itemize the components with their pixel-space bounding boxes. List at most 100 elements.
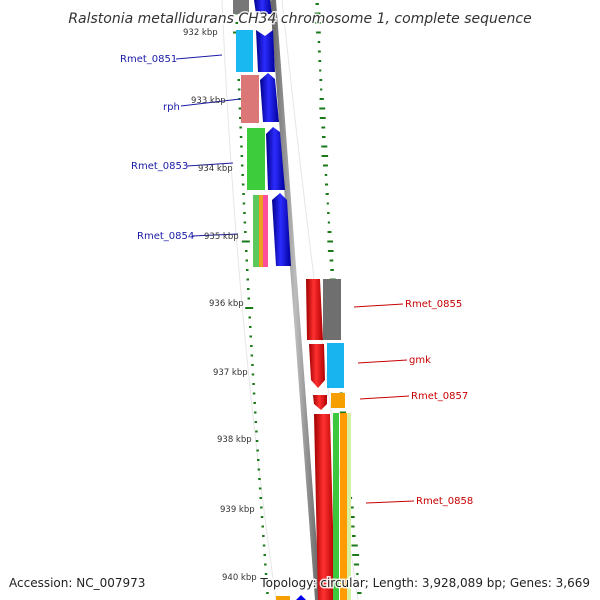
- gc-skew-tick: [241, 164, 244, 167]
- cds-arrows-right: [306, 279, 335, 600]
- gc-skew-tick: [262, 535, 265, 537]
- gc-skew-tick: [263, 554, 266, 556]
- accession-text: Accession: NC_007973: [9, 576, 145, 590]
- gc-skew-tick: [240, 155, 244, 157]
- kbp-label: 932 kbp: [183, 28, 218, 38]
- gc-skew-tick: [325, 183, 329, 186]
- gc-skew-tick: [258, 487, 262, 490]
- gc-skew-tick: [239, 126, 242, 129]
- gc-skew-tick: [240, 145, 243, 148]
- gc-skew-tick: [323, 164, 328, 167]
- gc-skew-tick: [351, 535, 356, 537]
- gc-skew-tick: [238, 107, 242, 110]
- gc-skew-tick: [245, 259, 248, 262]
- gc-skew-tick: [254, 421, 258, 423]
- gc-skew-tick: [252, 383, 255, 385]
- gc-skew-tick: [250, 345, 253, 347]
- gc-skew-tick: [242, 202, 246, 205]
- gene-labels-right: Rmet_0855 gmk Rmet_0857 Rmet_0858: [405, 299, 473, 507]
- gc-skew-tick: [241, 174, 244, 176]
- kbp-label: 934 kbp: [198, 164, 233, 174]
- cds-arrow-blue: [266, 127, 285, 190]
- gene-label[interactable]: rph: [163, 102, 180, 113]
- gc-skew-tick: [325, 193, 329, 195]
- map-title: Ralstonia metallidurans CH34 chromosome …: [68, 11, 531, 27]
- chromosome-backbone: [270, 0, 321, 600]
- kbp-label: 936 kbp: [209, 299, 244, 309]
- gc-skew-tick: [241, 183, 245, 186]
- gc-skew-tick: [319, 107, 326, 110]
- gene-label[interactable]: Rmet_0857: [411, 391, 468, 402]
- feature-block-green-thin: [253, 195, 259, 267]
- gc-skew-tick: [250, 354, 254, 357]
- gene-labels-left: Rmet_0851 rph Rmet_0853 Rmet_0854: [120, 54, 194, 242]
- gc-skew-tick: [239, 117, 242, 119]
- feature-block-orange: [331, 393, 345, 408]
- kbp-label: 938 kbp: [217, 435, 252, 445]
- cds-arrow-red: [314, 414, 335, 600]
- gc-skew-tick: [251, 364, 254, 366]
- gc-skew-tick: [242, 193, 245, 195]
- feature-block-pink-thin: [263, 195, 268, 267]
- gc-skew-tick: [247, 288, 250, 290]
- feature-block-cyan: [236, 30, 253, 72]
- genome-summary-text: Topology: circular; Length: 3,928,089 bp…: [259, 576, 590, 590]
- gene-label[interactable]: Rmet_0858: [416, 496, 473, 507]
- gc-skew-tick: [235, 22, 238, 24]
- position-labels: 932 kbp 933 kbp 934 kbp 935 kbp 936 kbp …: [183, 28, 257, 583]
- gc-skew-tick: [246, 278, 249, 281]
- gc-skew-tick: [329, 259, 334, 262]
- cds-arrow-blue: [260, 73, 279, 122]
- gc-skew-tick: [314, 12, 321, 15]
- kbp-label: 937 kbp: [213, 368, 248, 378]
- feature-block-green: [247, 128, 265, 190]
- gc-skew-tick: [321, 126, 326, 129]
- feature-block-lime-thin: [347, 413, 351, 600]
- gc-skew-tick: [349, 516, 355, 518]
- gene-label[interactable]: Rmet_0855: [405, 299, 462, 310]
- gc-skew-tick: [265, 582, 268, 585]
- gc-skew-tick: [254, 411, 257, 414]
- feature-block-grey: [233, 0, 249, 14]
- gc-skew-tick: [264, 573, 268, 575]
- gc-skew-tick: [253, 402, 256, 404]
- cds-arrow-red: [313, 395, 327, 410]
- feature-block-orange-thin: [340, 413, 348, 600]
- kbp-label: 940 kbp: [222, 573, 257, 583]
- gc-skew-tick: [317, 41, 321, 43]
- kbp-label: 935 kbp: [204, 232, 239, 242]
- gc-skew-tick: [314, 22, 322, 24]
- cds-arrow-blue: [254, 0, 272, 14]
- gc-skew-tick: [353, 563, 360, 566]
- gc-skew-tick: [256, 449, 259, 452]
- feature-block-grey: [323, 279, 341, 340]
- gc-skew-tick: [322, 136, 326, 138]
- cds-arrow-blue: [296, 595, 306, 600]
- gene-label[interactable]: Rmet_0854: [137, 231, 194, 242]
- gc-skew-tick: [255, 430, 258, 433]
- gc-skew-tick: [243, 212, 246, 214]
- gc-skew-tick: [339, 411, 346, 414]
- gc-skew-tick: [356, 573, 359, 575]
- gc-skew-tick: [261, 525, 264, 528]
- gc-skew-tick: [258, 478, 261, 480]
- leader-lines-left: [175, 54, 241, 237]
- feature-block-orange-thin: [259, 195, 263, 267]
- feature-block-cyan: [327, 343, 344, 388]
- gene-label[interactable]: Rmet_0853: [131, 161, 188, 172]
- gc-skew-tick: [351, 544, 358, 547]
- cds-arrow-red: [306, 279, 323, 340]
- gc-skew-tick: [348, 506, 354, 509]
- gc-skew-tick: [357, 592, 362, 594]
- gc-skew-tick: [237, 88, 241, 91]
- gc-skew-tick: [237, 79, 240, 81]
- gene-label[interactable]: Rmet_0851: [120, 54, 177, 65]
- gc-skew-tick: [326, 202, 329, 205]
- gc-skew-tick: [239, 136, 243, 138]
- gc-skew-tick: [245, 307, 254, 309]
- kbp-label: 933 kbp: [191, 96, 226, 106]
- gc-skew-tick: [327, 221, 330, 224]
- gc-skew-tick: [315, 3, 319, 5]
- gene-label[interactable]: gmk: [409, 355, 431, 366]
